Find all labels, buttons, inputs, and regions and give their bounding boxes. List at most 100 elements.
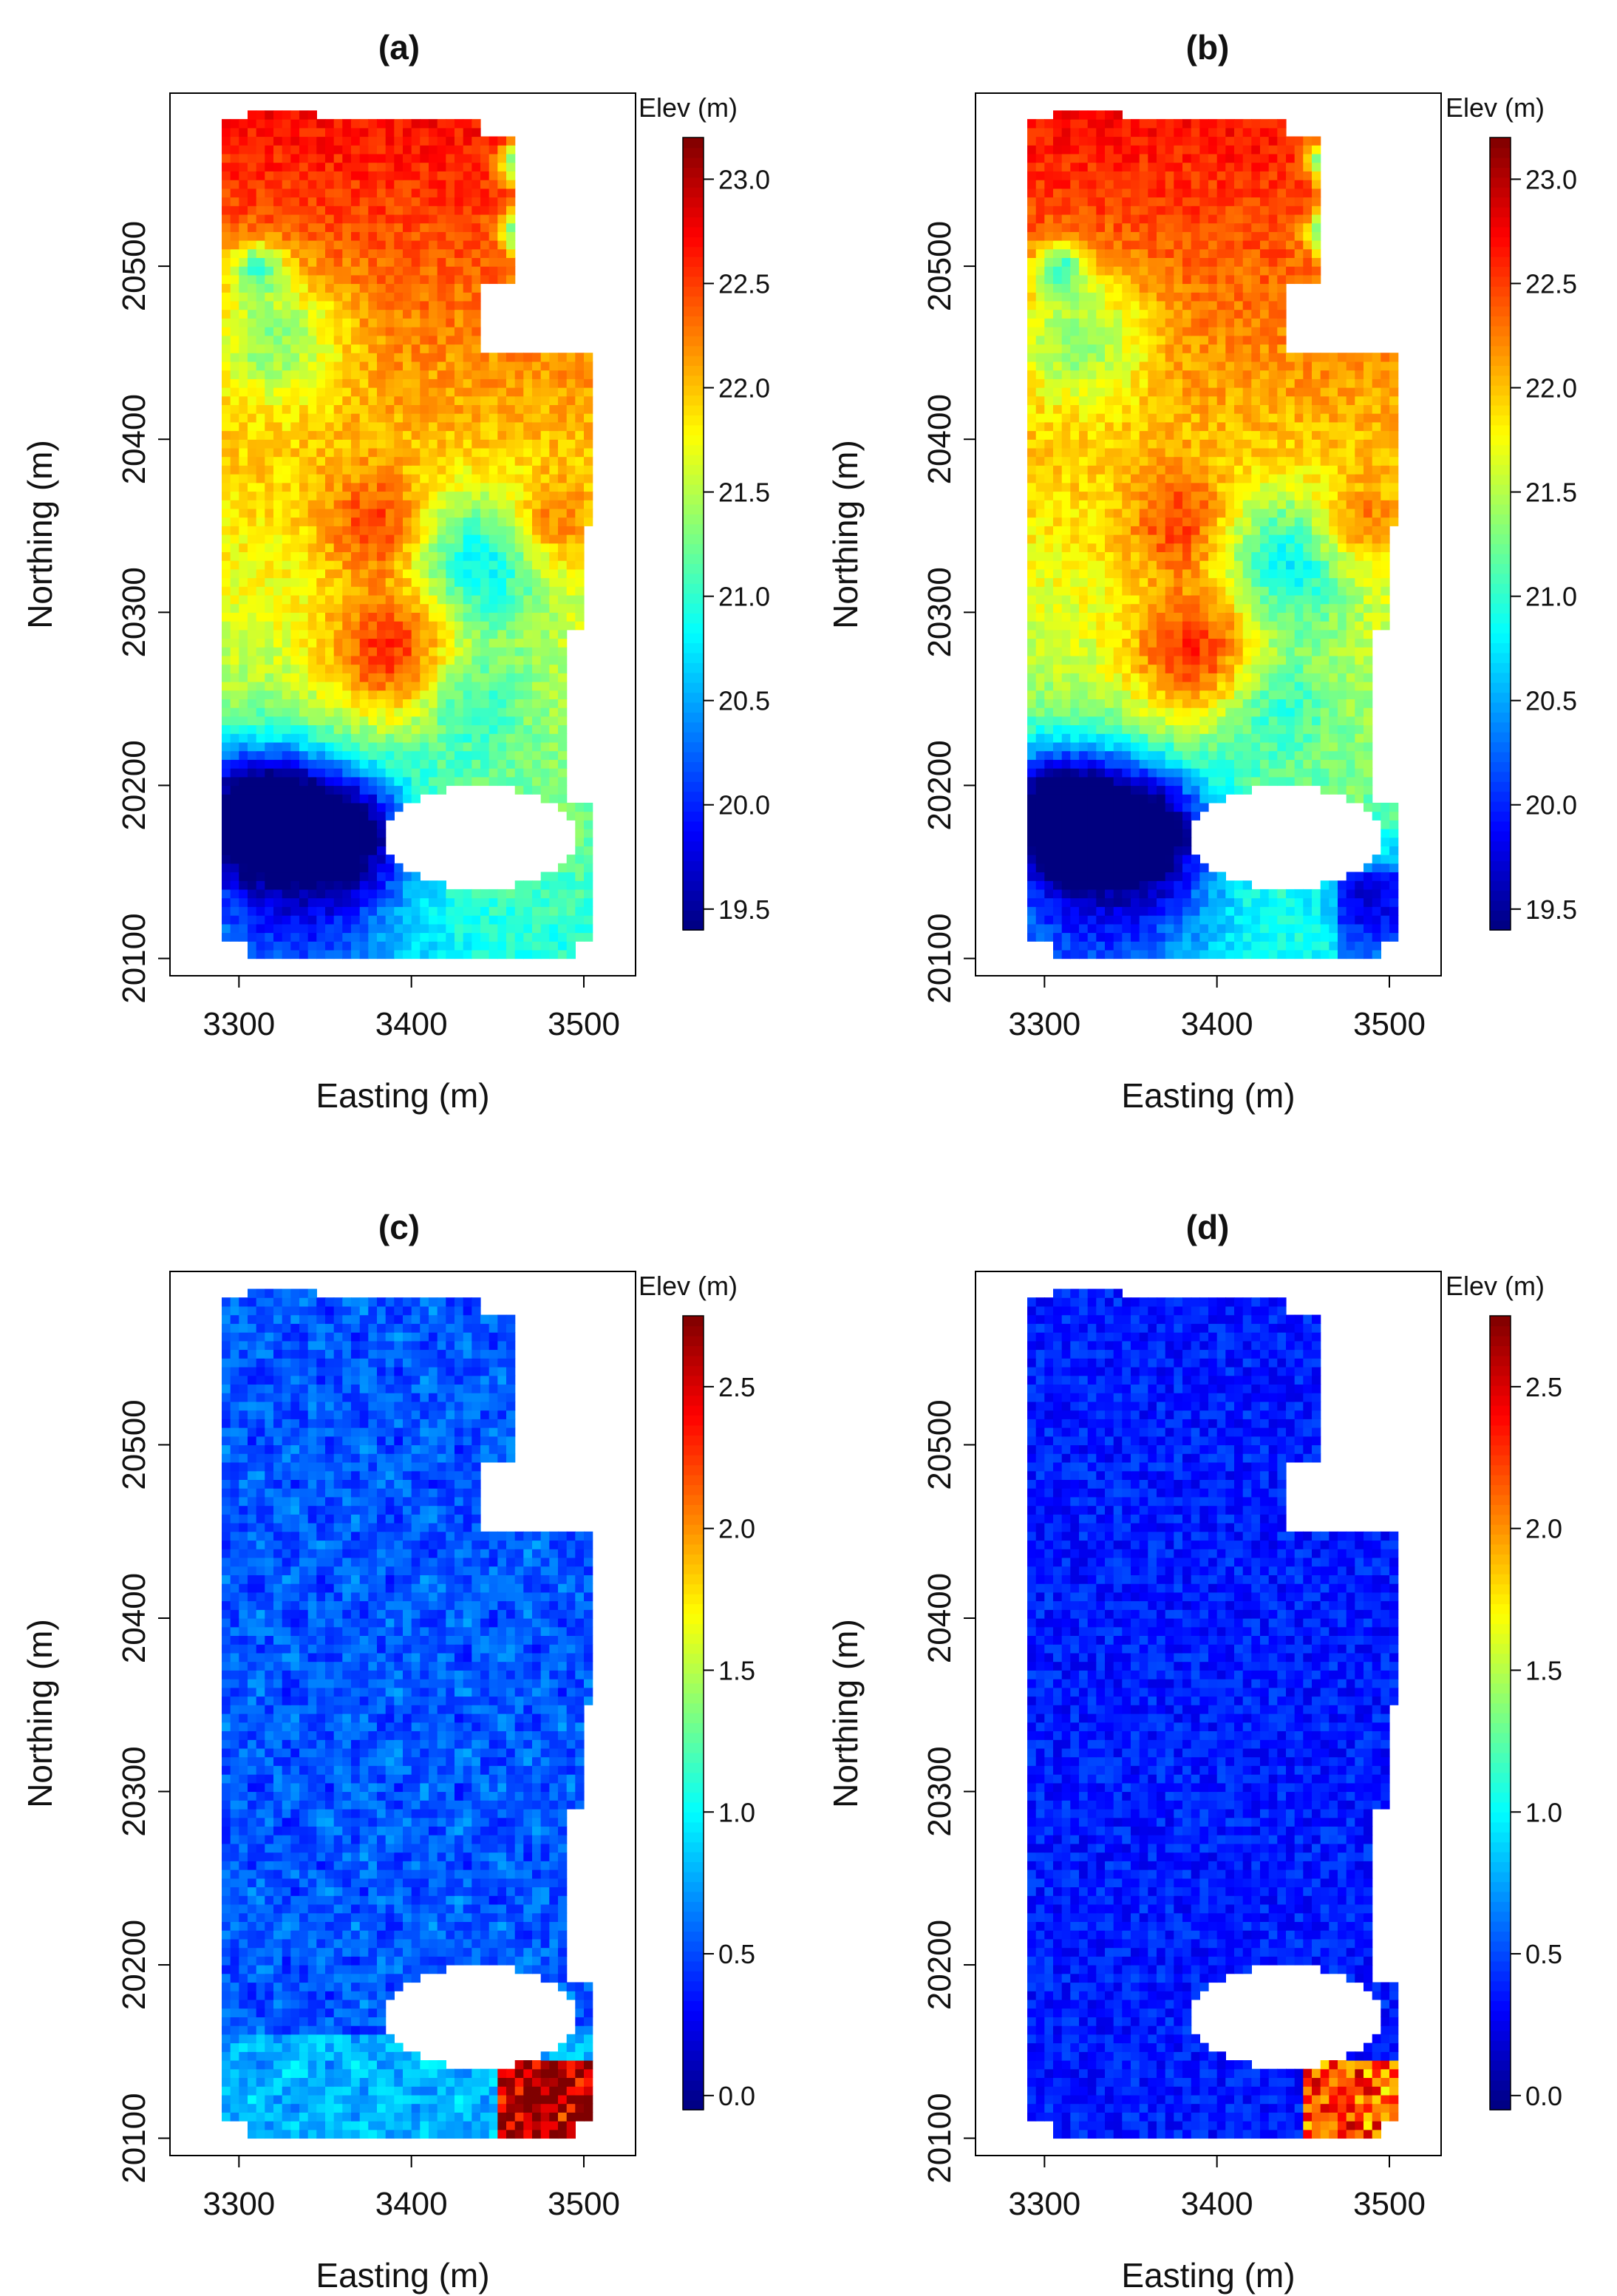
raster-cell [359,240,369,250]
raster-cell [1035,846,1045,855]
raster-cell [394,906,404,916]
raster-cell [307,526,317,535]
raster-cell [411,327,421,336]
raster-cell [351,638,361,648]
raster-cell [1139,906,1148,916]
raster-cell [420,785,429,795]
raster-cell [265,456,274,466]
raster-cell [325,872,335,881]
raster-cell [463,136,472,146]
colorbar-segment [683,286,704,297]
raster-cell [248,750,257,760]
raster-cell [1182,941,1192,951]
raster-cell [540,370,550,379]
raster-cell [1294,647,1304,656]
raster-cell [394,370,404,379]
raster-cell [1303,733,1313,743]
raster-cell [385,707,395,717]
raster-cell [265,439,274,449]
raster-cell [342,413,352,423]
raster-cell [540,699,550,708]
raster-cell [239,594,248,605]
raster-cell [1303,655,1313,665]
raster-cell [506,430,516,440]
raster-cell [1225,724,1235,734]
raster-cell [230,361,239,371]
raster-cell [532,370,542,379]
raster-cell [377,837,387,846]
raster-cell [290,682,300,691]
raster-cell [222,309,231,319]
raster-cell [1087,855,1097,864]
raster-cell [307,421,317,432]
raster-cell [265,794,274,804]
raster-cell [394,344,404,353]
raster-cell [523,897,533,907]
raster-cell [429,180,438,189]
raster-cell [248,897,257,907]
raster-cell [290,699,300,708]
raster-cell [429,378,438,388]
raster-cell [307,846,317,855]
raster-cell [446,327,455,336]
raster-cell [480,629,490,639]
raster-cell [1096,785,1106,795]
raster-cell [488,586,498,596]
raster-cell [566,534,576,544]
raster-cell [299,309,309,319]
raster-cell [497,534,507,544]
raster-cell [1182,880,1192,890]
raster-cell [273,439,283,449]
colorbar-segment [683,325,704,336]
raster-cell [1294,768,1304,778]
raster-cell [403,197,412,206]
raster-cell [1122,759,1131,769]
raster-cell [342,180,352,189]
raster-cell [1157,855,1166,864]
raster-cell [1329,915,1338,925]
raster-cell [549,387,559,397]
raster-cell [342,880,352,890]
raster-cell [1113,682,1123,691]
raster-cell [342,465,352,475]
raster-cell [1225,647,1235,656]
raster-cell [377,197,387,206]
raster-cell [463,594,472,605]
raster-cell [282,500,291,509]
raster-cell [1122,923,1131,934]
raster-cell [463,404,472,414]
raster-cell [333,647,343,656]
raster-cell [385,768,395,778]
raster-cell [290,855,300,864]
raster-cell [437,153,446,163]
raster-cell [1053,750,1063,760]
raster-cell [1113,655,1123,665]
raster-cell [394,733,404,743]
raster-cell [316,153,326,163]
raster-cell [1216,880,1226,890]
raster-cell [506,594,516,605]
raster-cell [256,785,265,795]
raster-cell [1182,846,1192,855]
raster-cell [1268,707,1278,717]
raster-cell [455,534,464,544]
raster-cell [480,699,490,708]
raster-cell [1044,655,1054,665]
raster-cell [265,344,274,353]
raster-cell [342,638,352,648]
raster-cell [429,300,438,310]
raster-cell [506,716,516,726]
raster-cell [455,551,464,561]
raster-cell [584,482,593,492]
raster-cell [1234,664,1244,673]
raster-cell [566,932,576,942]
raster-cell [1346,673,1355,682]
raster-cell [273,474,283,483]
raster-cell [282,820,291,829]
raster-cell [248,491,257,500]
raster-cell [1079,941,1089,951]
raster-cell [1157,906,1166,916]
raster-cell [1251,759,1261,769]
raster-cell [437,682,446,691]
raster-cell [1027,811,1037,821]
